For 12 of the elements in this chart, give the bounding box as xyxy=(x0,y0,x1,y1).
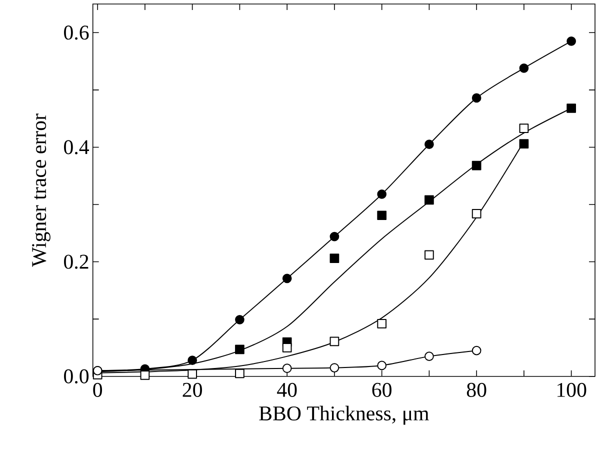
x-tick-label: 20 xyxy=(182,382,202,397)
y-tick-label: 0.4 xyxy=(64,140,90,154)
x-tick-label: 40 xyxy=(277,382,297,397)
y-axis-title: Wigner trace error xyxy=(32,114,50,267)
x-tick-label: 80 xyxy=(466,382,486,397)
x-tick-label: 0 xyxy=(93,382,102,397)
y-tick-label: 0.2 xyxy=(64,254,88,269)
y-tick-label: 0.6 xyxy=(64,25,89,40)
x-axis-title: BBO Thickness, μm xyxy=(259,406,429,425)
y-tick-label: 0.0 xyxy=(64,369,89,384)
x-tick-label: 100 xyxy=(557,382,586,397)
x-tick-label: 60 xyxy=(372,382,392,397)
